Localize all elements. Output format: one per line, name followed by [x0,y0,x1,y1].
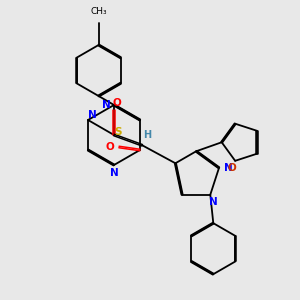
Text: N: N [224,163,232,173]
Text: N: N [110,167,118,178]
Text: CH₃: CH₃ [90,8,107,16]
Text: N: N [88,110,97,121]
Text: O: O [106,142,114,152]
Text: N: N [102,100,111,110]
Text: H: H [142,130,151,140]
Text: S: S [115,127,122,137]
Text: O: O [228,163,236,173]
Text: O: O [112,98,122,109]
Text: N: N [209,197,218,207]
